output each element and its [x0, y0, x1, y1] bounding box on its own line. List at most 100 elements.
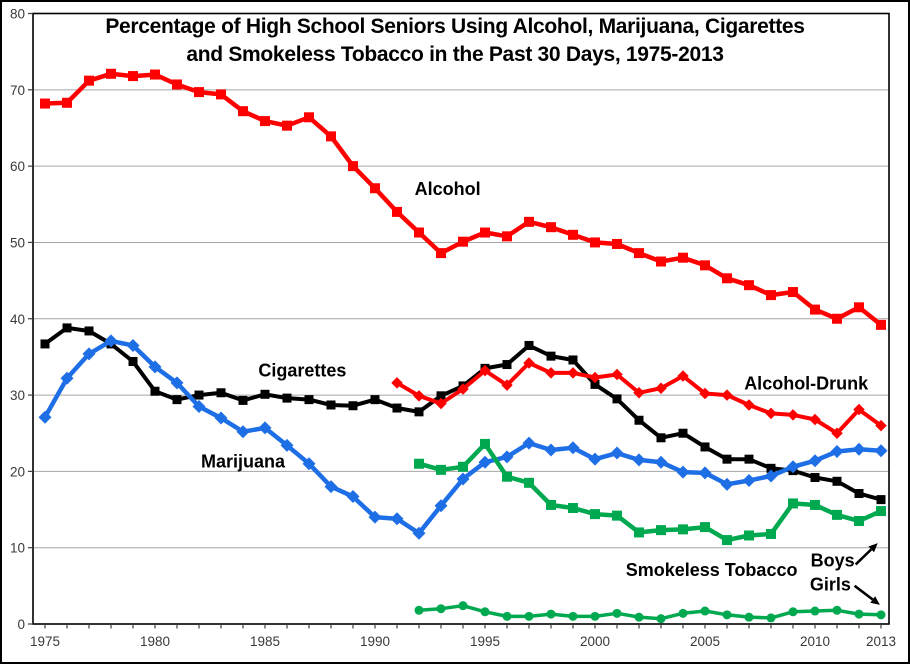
- marijuana-marker: [302, 457, 316, 471]
- alcohol-drunk-marker: [853, 403, 865, 416]
- series-marijuana: [38, 334, 888, 540]
- alcohol-drunk-marker: [787, 409, 799, 421]
- alcohol-drunk-marker: [611, 368, 623, 381]
- cigarettes-marker: [832, 476, 842, 486]
- smokeless-tobacco-girls-marker: [480, 607, 490, 617]
- marijuana-marker: [236, 425, 250, 439]
- marijuana-marker: [764, 469, 778, 483]
- alcohol-drunk-marker: [809, 413, 821, 426]
- alcohol-drunk-marker: [589, 371, 601, 384]
- alcohol-marker: [282, 120, 292, 131]
- smokeless-tobacco-boys-marker: [766, 528, 776, 539]
- chart-title: Percentage of High School Seniors Using …: [4, 13, 906, 69]
- smokeless-tobacco-girls-marker: [436, 604, 446, 614]
- marijuana-marker: [170, 376, 184, 390]
- cigarettes-marker: [40, 339, 50, 349]
- x-tick-label-1980: 1980: [140, 634, 170, 649]
- cigarettes-marker: [766, 463, 776, 473]
- boys-arrow: [854, 543, 878, 566]
- alcohol-drunk-marker: [545, 367, 557, 379]
- cigarettes-marker: [84, 326, 94, 336]
- cigarettes-marker: [128, 356, 138, 366]
- marijuana-marker: [720, 477, 734, 491]
- alcohol-drunk-marker: [523, 357, 535, 369]
- smokeless-tobacco-girls-marker: [700, 606, 710, 616]
- alcohol-drunk-marker: [743, 399, 755, 411]
- cigarettes-marker: [370, 395, 380, 405]
- smokeless-tobacco-girls-marker: [722, 610, 732, 620]
- x-tick-label-2010: 2010: [800, 634, 830, 649]
- alcohol-marker: [216, 89, 226, 100]
- cigarettes-marker: [546, 351, 556, 361]
- smokeless-tobacco-girls-marker: [568, 611, 578, 621]
- alcohol-marker: [194, 87, 204, 98]
- alcohol-marker: [150, 69, 160, 80]
- smokeless-tobacco-boys-marker: [854, 515, 864, 526]
- marijuana-marker: [698, 466, 712, 480]
- smokeless-tobacco-boys-marker: [480, 438, 490, 449]
- girls-arrow-shaft: [853, 584, 874, 601]
- cigarettes-marker: [722, 454, 732, 464]
- alcohol-marker: [370, 183, 380, 194]
- cigarettes-marker: [238, 395, 248, 405]
- alcohol-marker: [40, 98, 50, 109]
- alcohol-marker: [260, 116, 270, 127]
- smokeless-tobacco-boys-marker: [788, 498, 798, 509]
- x-tick-label-1995: 1995: [470, 634, 500, 649]
- series-alcohol-line: [42, 71, 884, 328]
- marijuana-marker: [478, 455, 492, 469]
- y-tick-label-80: 80: [10, 7, 25, 22]
- x-tick-label-2000: 2000: [580, 634, 610, 649]
- series-marijuana-line: [42, 338, 884, 536]
- boys-arrow-head: [868, 543, 878, 553]
- marijuana-marker: [412, 526, 426, 540]
- alcohol-marker: [810, 304, 820, 315]
- smokeless-tobacco-girls-marker: [656, 614, 666, 624]
- marijuana-marker: [324, 480, 338, 494]
- cigarettes-marker: [326, 400, 336, 410]
- alcohol-marker: [700, 260, 710, 271]
- alcohol-marker: [766, 290, 776, 301]
- alcohol-marker: [788, 287, 798, 298]
- cigarettes-marker: [282, 393, 292, 403]
- alcohol-marker: [480, 227, 490, 238]
- marijuana-marker: [566, 441, 580, 455]
- y-tick-label-40: 40: [10, 312, 25, 327]
- smokeless-tobacco-boys-marker: [744, 530, 754, 541]
- marijuana-marker: [610, 446, 624, 460]
- alcohol-drunk-marker: [457, 383, 469, 395]
- smokeless-tobacco-boys-marker: [590, 509, 600, 520]
- series-label-smokeless-tobacco: Smokeless Tobacco: [626, 560, 798, 580]
- series-label-cigarettes: Cigarettes: [258, 361, 346, 381]
- smokeless-tobacco-boys-marker: [876, 506, 886, 517]
- cigarettes-marker: [568, 355, 578, 365]
- smokeless-tobacco-girls-marker: [766, 613, 776, 623]
- cigarettes-marker: [524, 340, 534, 350]
- smokeless-tobacco-boys-marker: [832, 509, 842, 520]
- cigarettes-marker: [260, 389, 270, 399]
- marijuana-marker: [434, 499, 448, 513]
- smokeless-tobacco-boys-marker: [436, 464, 446, 475]
- alcohol-drunk-marker: [699, 387, 711, 400]
- alcohol-drunk-marker: [501, 379, 513, 391]
- alcohol-marker: [612, 238, 622, 249]
- series-label-alcohol-drunk: Alcohol-Drunk: [744, 374, 869, 394]
- smokeless-tobacco-boys-marker: [502, 471, 512, 482]
- smokeless-tobacco-boys-marker: [546, 499, 556, 510]
- series-label-alcohol: Alcohol: [415, 179, 481, 199]
- chart-title-line2: and Smokeless Tobacco in the Past 30 Day…: [186, 43, 724, 66]
- marijuana-marker: [126, 338, 140, 352]
- x-tick-label-1985: 1985: [250, 634, 280, 649]
- smokeless-tobacco-boys-marker: [634, 527, 644, 538]
- alcohol-marker: [832, 313, 842, 324]
- alcohol-marker: [502, 231, 512, 242]
- alcohol-marker: [568, 229, 578, 240]
- series-alcohol-drunk: [391, 357, 887, 439]
- series-smokeless-tobacco-girls-line: [417, 603, 883, 621]
- alcohol-marker: [634, 248, 644, 259]
- marijuana-marker: [874, 444, 888, 458]
- alcohol-marker: [854, 302, 864, 313]
- alcohol-drunk-marker: [875, 419, 887, 432]
- marijuana-marker: [82, 347, 96, 361]
- marijuana-marker: [742, 474, 756, 488]
